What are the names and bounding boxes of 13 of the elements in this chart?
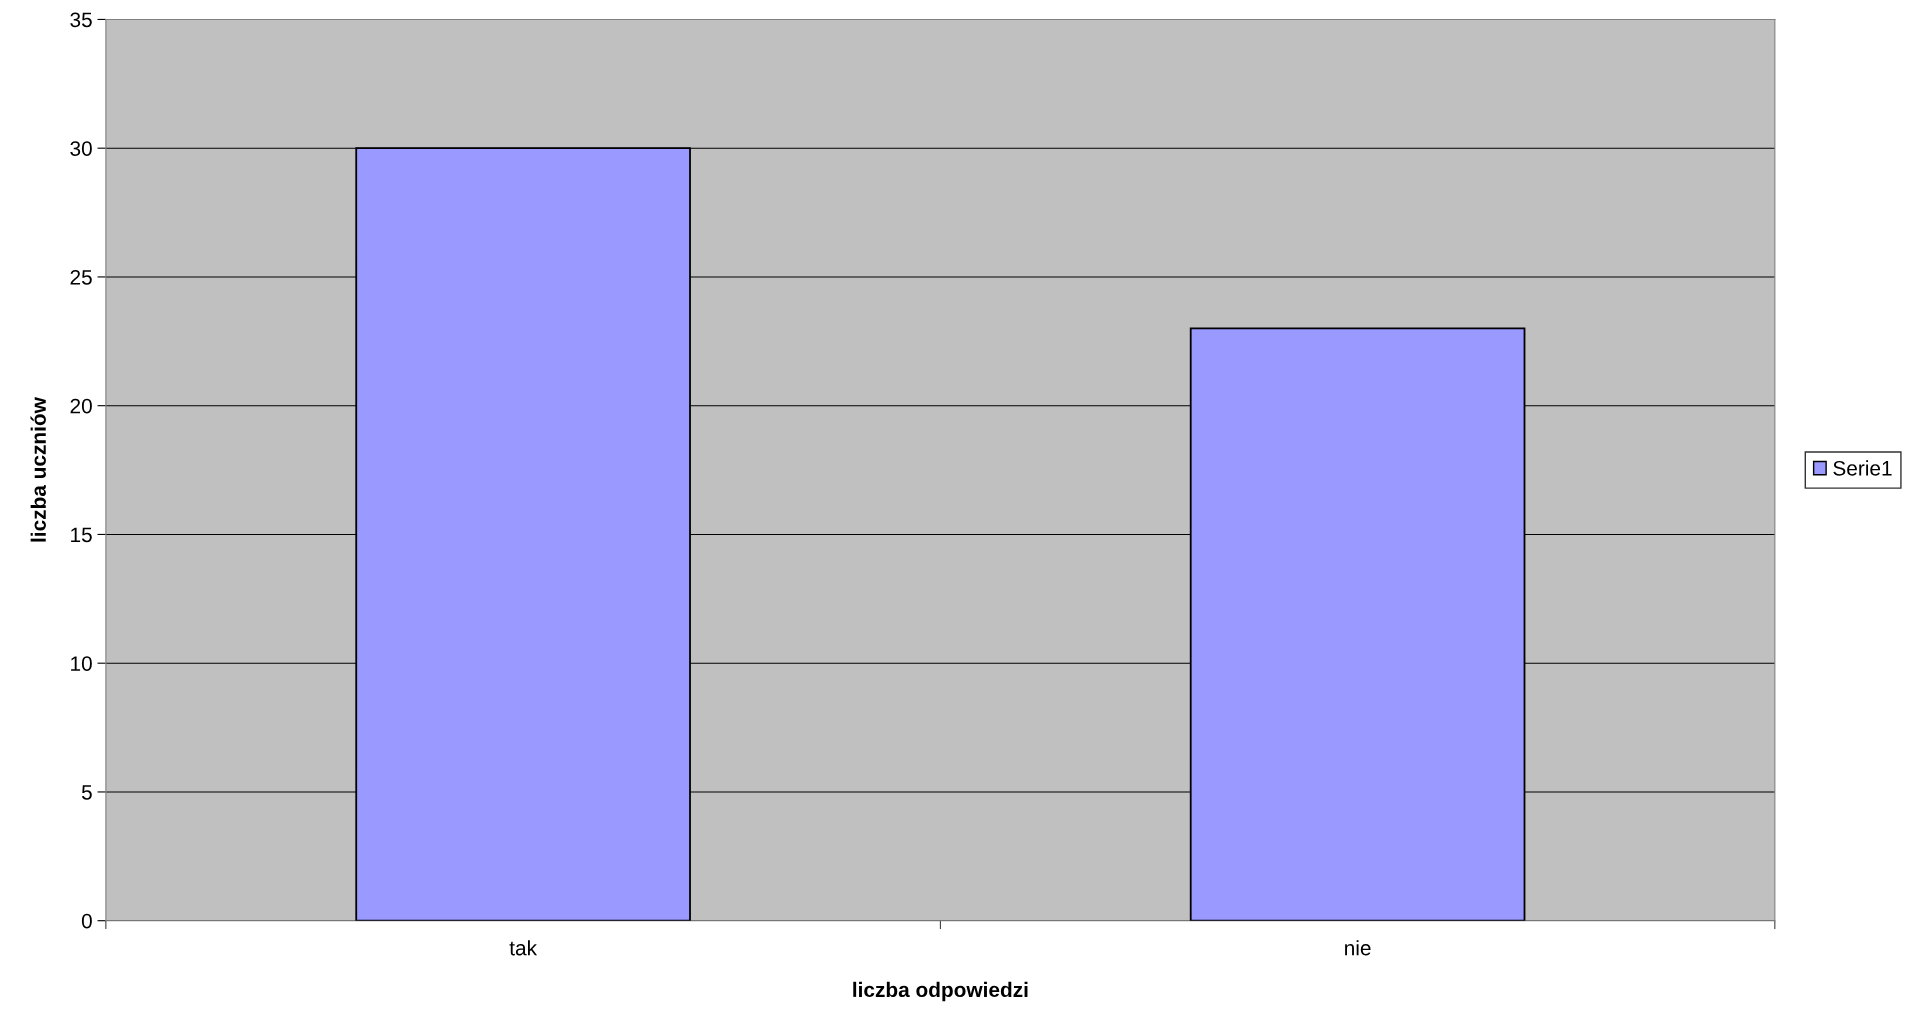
- y-tick-label: 30: [70, 141, 92, 156]
- legend-label: Serie1: [1833, 460, 1892, 476]
- y-tick-label: 10: [71, 656, 92, 671]
- y-tick-label: 35: [70, 12, 92, 28]
- y-tick-label: 0: [81, 913, 92, 929]
- y-tick-label: 20: [70, 398, 92, 414]
- y-tick-label: 25: [70, 269, 92, 285]
- x-tick-label: tak: [509, 940, 538, 956]
- y-tick-label: 5: [81, 785, 92, 800]
- x-axis-title: liczba odpowiedzi: [853, 981, 1028, 1002]
- x-tick-label: nie: [1345, 940, 1371, 956]
- y-axis-title: liczba uczniów: [30, 397, 46, 542]
- y-tick-label: 15: [71, 527, 92, 543]
